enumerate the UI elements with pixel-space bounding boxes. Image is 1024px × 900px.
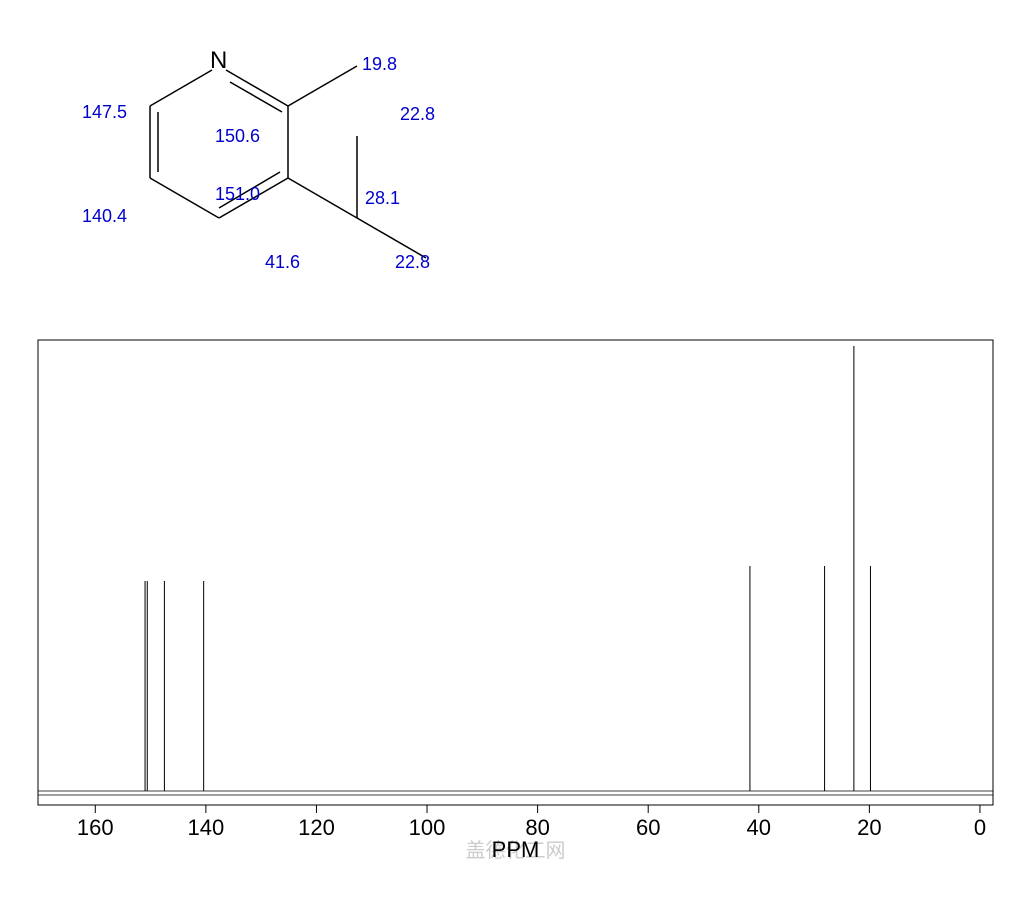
molecular-structure: N 19.8 22.8 150.6 147.5 151.0 28.1 140.4 41.6 22… — [60, 20, 460, 300]
x-axis-tick-label: 60 — [636, 815, 660, 840]
structure-svg: N 19.8 22.8 150.6 147.5 151.0 28.1 140.4 41.6 22… — [60, 20, 460, 300]
nitrogen-atom-label: N — [210, 47, 227, 74]
spectrum-frame — [38, 340, 993, 805]
x-axis-title: PPM — [492, 837, 540, 862]
chemical-shift-label: 19.8 — [362, 54, 397, 74]
peaks-group — [145, 346, 870, 791]
x-axis-tick-label: 160 — [77, 815, 114, 840]
chemical-shift-label: 28.1 — [365, 188, 400, 208]
chemical-shift-label: 147.5 — [82, 102, 127, 122]
x-axis-tick-label: 20 — [857, 815, 881, 840]
chemical-shift-label: 150.6 — [215, 126, 260, 146]
ticks-group: 160140120100806040200 — [77, 805, 986, 840]
chemical-shift-label: 140.4 — [82, 206, 127, 226]
bond-line — [288, 178, 357, 218]
bond-line — [150, 70, 212, 106]
x-axis-tick-label: 100 — [409, 815, 446, 840]
x-axis-tick-label: 0 — [974, 815, 986, 840]
chemical-shift-label: 22.8 — [400, 104, 435, 124]
chemical-shift-label: 22.8 — [395, 252, 430, 272]
bond-line — [150, 178, 219, 218]
chemical-shifts-group: 19.8 22.8 150.6 147.5 151.0 28.1 140.4 41.6 22.8 — [82, 54, 435, 272]
chemical-shift-label: 151.0 — [215, 184, 260, 204]
bond-line — [226, 70, 288, 106]
x-axis-tick-label: 140 — [188, 815, 225, 840]
x-axis-tick-label: 40 — [747, 815, 771, 840]
chemical-shift-label: 41.6 — [265, 252, 300, 272]
x-axis-tick-label: 120 — [298, 815, 335, 840]
nmr-spectrum: 160140120100806040200 盖德化工网 PPM — [28, 335, 998, 865]
spectrum-svg: 160140120100806040200 盖德化工网 PPM — [28, 335, 998, 865]
bonds-group — [150, 66, 426, 258]
bond-line — [230, 82, 282, 112]
bond-line — [288, 66, 357, 106]
